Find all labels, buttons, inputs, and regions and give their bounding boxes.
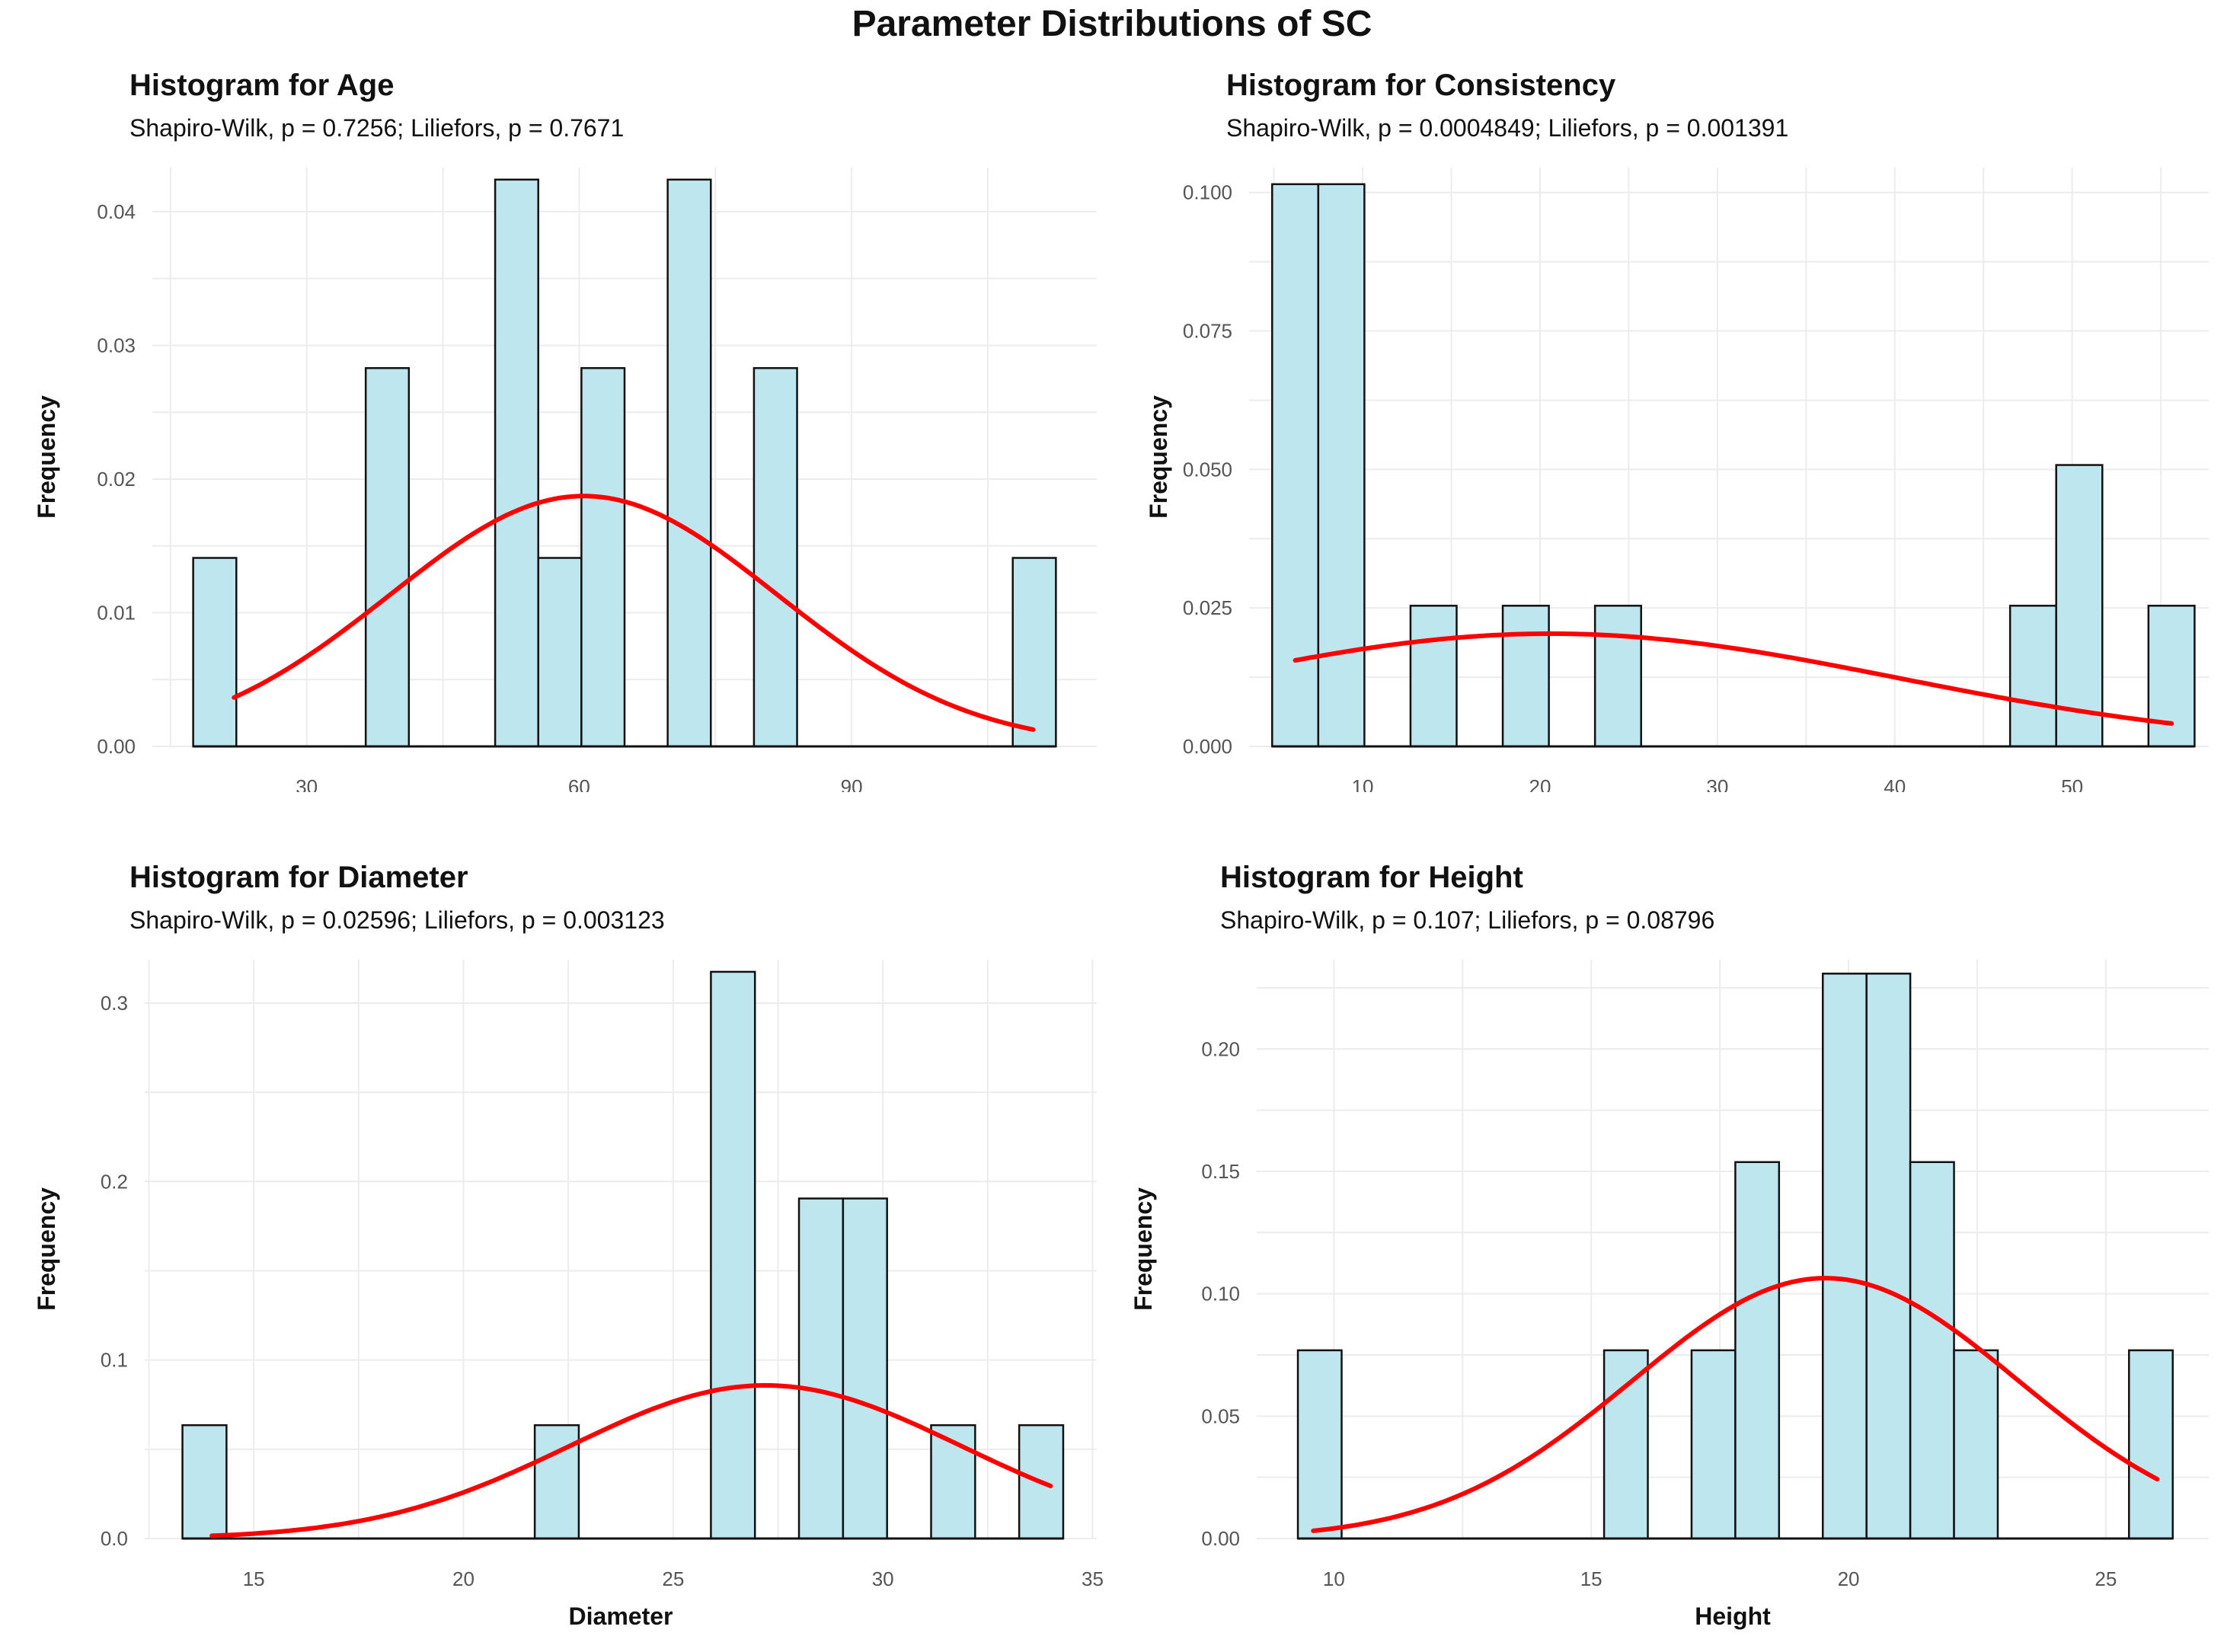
panel-title: Histogram for Height bbox=[1220, 861, 1523, 894]
x-tick-label: 20 bbox=[452, 1567, 475, 1590]
y-tick-label: 0.0 bbox=[101, 1527, 128, 1550]
histogram-bar bbox=[1690, 1349, 1737, 1540]
histogram-bar bbox=[1602, 1349, 1649, 1540]
x-tick-label: 50 bbox=[2061, 775, 2083, 792]
normal-density-curve bbox=[209, 1382, 1053, 1539]
histogram-age: 0.000.010.020.030.04306090AgeFrequency bbox=[33, 168, 1097, 792]
histogram-bar bbox=[1409, 605, 1458, 748]
histogram-bar bbox=[364, 367, 411, 748]
histogram-bar bbox=[1011, 557, 1057, 748]
x-tick-label: 10 bbox=[1352, 775, 1374, 792]
histogram-bar bbox=[1734, 1161, 1781, 1540]
histogram-bar bbox=[1953, 1349, 1999, 1540]
panel-subtitle: Shapiro-Wilk, p = 0.0004849; Liliefors, … bbox=[1226, 114, 1789, 142]
histogram-bar bbox=[2008, 605, 2057, 748]
y-tick-label: 0.03 bbox=[97, 334, 136, 356]
y-tick-label: 0.01 bbox=[97, 601, 136, 624]
y-tick-label: 0.05 bbox=[1201, 1404, 1240, 1427]
histogram-bar bbox=[930, 1424, 976, 1540]
histogram-bar bbox=[710, 970, 756, 1540]
y-axis-label: Frequency bbox=[1130, 1187, 1157, 1311]
x-tick-label: 30 bbox=[296, 775, 318, 792]
x-tick-label: 40 bbox=[1884, 775, 1906, 792]
histogram-bar bbox=[1018, 1424, 1065, 1540]
normal-density-curve bbox=[232, 494, 1036, 732]
histogram-bar bbox=[666, 178, 712, 748]
x-tick-label: 15 bbox=[243, 1567, 265, 1590]
y-tick-label: 0.2 bbox=[101, 1170, 128, 1193]
y-tick-label: 0.000 bbox=[1183, 735, 1232, 758]
x-tick-label: 30 bbox=[1706, 775, 1728, 792]
normal-density-curve bbox=[1293, 631, 2174, 726]
x-axis-label: Diameter bbox=[569, 1602, 673, 1630]
x-tick-label: 30 bbox=[872, 1567, 894, 1590]
y-tick-label: 0.025 bbox=[1183, 596, 1232, 619]
panel-title: Histogram for Age bbox=[129, 69, 395, 102]
y-tick-label: 0.04 bbox=[97, 200, 136, 223]
histogram-bar bbox=[1593, 605, 1642, 748]
histogram-bar bbox=[1821, 973, 1868, 1540]
y-axis-label: Frequency bbox=[33, 1187, 60, 1311]
histogram-bar bbox=[797, 1197, 845, 1540]
histogram-bar bbox=[1865, 973, 1912, 1540]
x-tick-label: 20 bbox=[1838, 1567, 1860, 1590]
figure-title: Parameter Distributions of SC bbox=[852, 4, 1372, 44]
histogram-bar bbox=[580, 367, 626, 748]
panel-height: Histogram for Height Shapiro-Wilk, p = 0… bbox=[1112, 792, 2224, 1630]
y-tick-label: 0.1 bbox=[101, 1349, 128, 1372]
panel-subtitle: Shapiro-Wilk, p = 0.7256; Liliefors, p =… bbox=[129, 114, 625, 142]
histogram-bar bbox=[1271, 183, 1320, 748]
panel-subtitle: Shapiro-Wilk, p = 0.107; Liliefors, p = … bbox=[1220, 906, 1715, 934]
histogram-consistency: 0.0000.0250.0500.0750.1001020304050Consi… bbox=[1145, 168, 2209, 792]
panel-diameter: Histogram for Diameter Shapiro-Wilk, p =… bbox=[0, 792, 1112, 1630]
histogram-bar bbox=[1909, 1161, 1955, 1540]
y-tick-label: 0.075 bbox=[1183, 320, 1232, 343]
histogram-bar bbox=[537, 557, 583, 748]
y-tick-label: 0.20 bbox=[1201, 1037, 1240, 1060]
y-tick-label: 0.00 bbox=[97, 735, 136, 758]
histogram-bar bbox=[753, 367, 798, 748]
y-axis-label: Frequency bbox=[33, 395, 60, 519]
x-tick-label: 10 bbox=[1323, 1567, 1345, 1590]
histogram-bar bbox=[1317, 183, 1366, 748]
histogram-bar bbox=[533, 1424, 580, 1540]
x-tick-label: 60 bbox=[568, 775, 590, 792]
x-tick-label: 20 bbox=[1529, 775, 1551, 792]
histogram-bar bbox=[494, 178, 539, 748]
panel-age: Histogram for Age Shapiro-Wilk, p = 0.72… bbox=[0, 0, 1112, 792]
histogram-bar bbox=[1296, 1349, 1343, 1540]
panel-subtitle: Shapiro-Wilk, p = 0.02596; Liliefors, p … bbox=[129, 906, 665, 934]
y-tick-label: 0.00 bbox=[1201, 1527, 1240, 1550]
y-tick-label: 0.050 bbox=[1183, 458, 1232, 481]
y-tick-label: 0.15 bbox=[1201, 1160, 1240, 1183]
histogram-bar bbox=[842, 1197, 888, 1540]
y-axis-label: Frequency bbox=[1145, 395, 1172, 519]
histogram-bar bbox=[192, 557, 238, 748]
x-tick-label: 35 bbox=[1082, 1567, 1104, 1590]
y-tick-label: 0.02 bbox=[97, 468, 136, 490]
histogram-bar bbox=[181, 1424, 228, 1540]
y-tick-label: 0.10 bbox=[1201, 1283, 1240, 1305]
panel-title: Histogram for Consistency bbox=[1226, 69, 1616, 102]
x-tick-label: 90 bbox=[841, 775, 863, 792]
x-tick-label: 15 bbox=[1580, 1567, 1602, 1590]
panel-consistency: Histogram for Consistency Shapiro-Wilk, … bbox=[1112, 0, 2224, 792]
x-axis-label: Height bbox=[1695, 1602, 1771, 1630]
panel-title: Histogram for Diameter bbox=[129, 861, 468, 894]
histogram-diameter: 0.0 0.1 0.2 0.3 15 20 25 30 35 Diameter Frequency bbox=[33, 960, 1104, 1630]
y-tick-label: 0.100 bbox=[1183, 181, 1232, 204]
x-tick-label: 25 bbox=[2095, 1567, 2117, 1590]
y-tick-label: 0.3 bbox=[101, 992, 128, 1015]
histogram-height: 0.00 0.05 0.10 0.15 0.20 10 15 20 25 Height Freque… bbox=[1130, 960, 2209, 1630]
normal-density-curve bbox=[1311, 1276, 2160, 1533]
histogram-bar bbox=[1501, 605, 1550, 748]
x-tick-label: 25 bbox=[662, 1567, 684, 1590]
histogram-bar bbox=[2128, 1349, 2174, 1540]
histogram-bar bbox=[2055, 464, 2104, 748]
